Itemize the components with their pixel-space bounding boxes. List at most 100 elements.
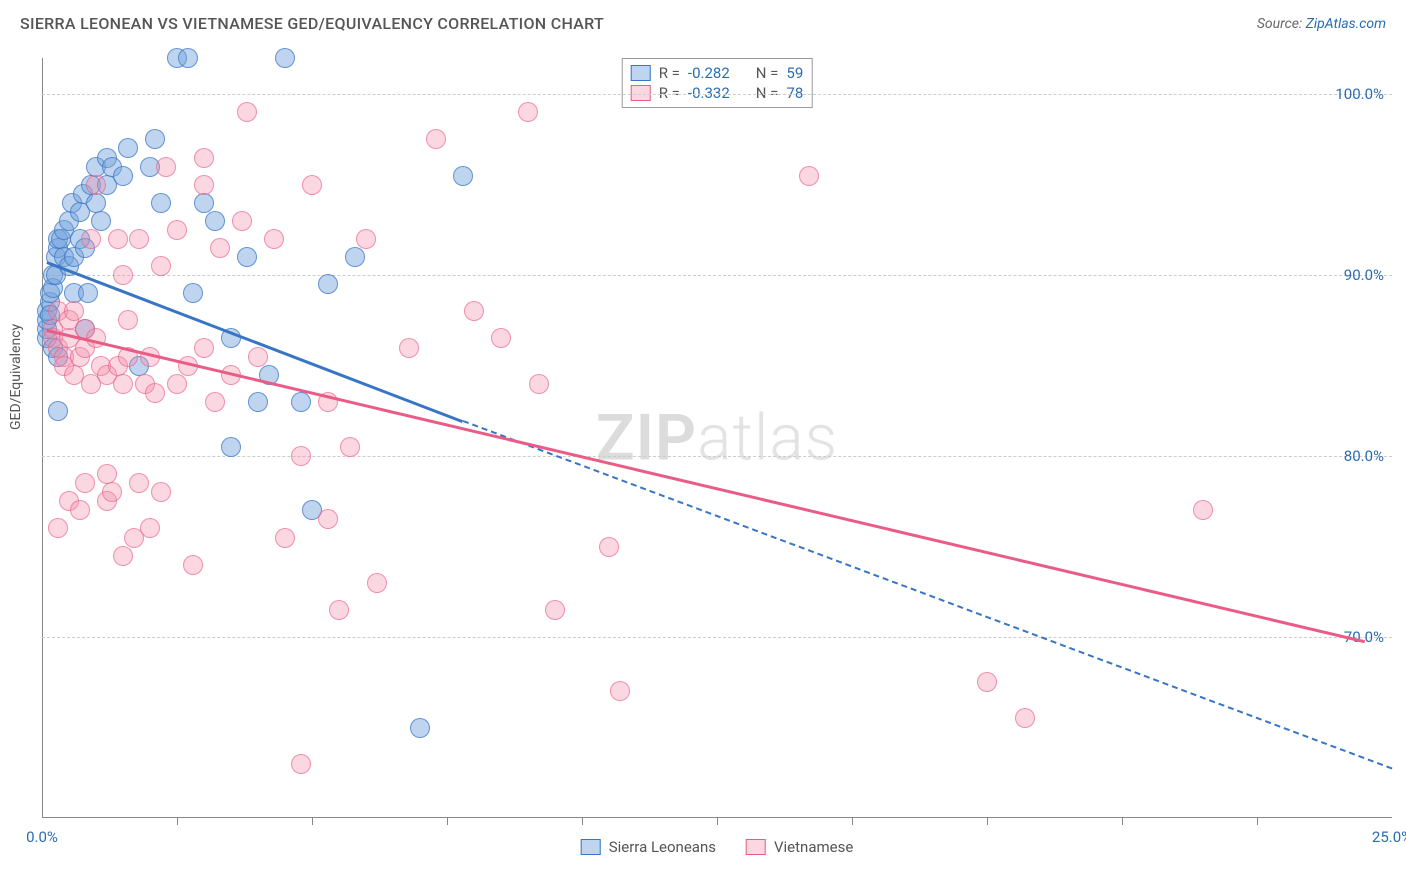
x-tick-mark xyxy=(582,818,583,825)
scatter-point xyxy=(232,211,252,231)
source-prefix: Source: xyxy=(1257,16,1306,32)
gridline-h xyxy=(42,456,1392,457)
scatter-point xyxy=(356,229,376,249)
scatter-point xyxy=(529,374,549,394)
scatter-point xyxy=(329,600,349,620)
source-label: Source: ZipAtlas.com xyxy=(1257,16,1386,32)
scatter-point xyxy=(453,166,473,186)
scatter-point xyxy=(399,338,419,358)
scatter-point xyxy=(183,555,203,575)
scatter-point xyxy=(237,102,257,122)
x-tick-mark xyxy=(177,818,178,825)
y-axis-line xyxy=(42,58,43,818)
scatter-point xyxy=(518,102,538,122)
scatter-point xyxy=(113,374,133,394)
n-value: 59 xyxy=(786,64,803,82)
scatter-point xyxy=(977,672,997,692)
r-label: R = xyxy=(659,64,680,82)
scatter-point xyxy=(194,175,214,195)
series-legend: Sierra Leoneans Vietnamese xyxy=(581,838,854,856)
r-label: R = xyxy=(659,84,680,102)
scatter-point xyxy=(799,166,819,186)
stats-row: R = -0.332 N = 78 xyxy=(631,83,804,103)
chart-title: SIERRA LEONEAN VS VIETNAMESE GED/EQUIVAL… xyxy=(20,14,604,33)
scatter-point xyxy=(491,328,511,348)
x-tick-mark xyxy=(852,818,853,825)
source-link[interactable]: ZipAtlas.com xyxy=(1306,16,1386,32)
scatter-point xyxy=(275,48,295,68)
r-value: -0.282 xyxy=(688,64,730,82)
scatter-point xyxy=(318,274,338,294)
x-tick-mark xyxy=(312,818,313,825)
x-tick-label: 25.0% xyxy=(1372,828,1406,846)
watermark: ZIPatlas xyxy=(596,401,838,476)
scatter-point xyxy=(291,446,311,466)
scatter-point xyxy=(205,392,225,412)
scatter-point xyxy=(426,129,446,149)
scatter-point xyxy=(48,401,68,421)
scatter-point xyxy=(91,211,111,231)
scatter-point xyxy=(129,229,149,249)
gridline-h xyxy=(42,94,1392,95)
n-label: N = xyxy=(756,64,779,82)
scatter-point xyxy=(108,229,128,249)
scatter-point xyxy=(48,518,68,538)
scatter-point xyxy=(248,392,268,412)
scatter-point xyxy=(291,754,311,774)
scatter-point xyxy=(340,437,360,457)
scatter-point xyxy=(410,718,430,738)
scatter-point xyxy=(302,175,322,195)
series-name: Sierra Leoneans xyxy=(609,838,716,856)
trend-line xyxy=(463,420,1392,769)
scatter-point xyxy=(367,573,387,593)
scatter-point xyxy=(145,129,165,149)
scatter-point xyxy=(291,392,311,412)
gridline-h xyxy=(42,275,1392,276)
swatch-icon xyxy=(581,839,601,855)
scatter-point xyxy=(113,265,133,285)
scatter-point xyxy=(221,437,241,457)
scatter-point xyxy=(78,283,98,303)
scatter-point xyxy=(86,175,106,195)
scatter-point xyxy=(210,238,230,258)
scatter-point xyxy=(318,509,338,529)
chart-area: ZIPatlas R =-0.282N =59R =-0.332N =78 70… xyxy=(42,58,1392,818)
r-value: -0.332 xyxy=(688,84,730,102)
scatter-point xyxy=(64,301,84,321)
scatter-point xyxy=(156,157,176,177)
scatter-point xyxy=(118,138,138,158)
scatter-point xyxy=(81,229,101,249)
x-tick-label: 0.0% xyxy=(26,828,58,846)
n-value: 78 xyxy=(786,84,803,102)
scatter-point xyxy=(194,193,214,213)
scatter-point xyxy=(205,211,225,231)
x-tick-mark xyxy=(987,818,988,825)
y-axis-label: GED/Equivalency xyxy=(8,324,24,430)
scatter-point xyxy=(248,347,268,367)
series-name: Vietnamese xyxy=(774,838,853,856)
scatter-point xyxy=(194,338,214,358)
scatter-point xyxy=(167,220,187,240)
scatter-point xyxy=(151,193,171,213)
swatch-icon xyxy=(746,839,766,855)
gridline-h xyxy=(42,637,1392,638)
scatter-point xyxy=(129,473,149,493)
legend-item: Sierra Leoneans xyxy=(581,838,716,856)
scatter-point xyxy=(178,48,198,68)
scatter-point xyxy=(275,528,295,548)
swatch-icon xyxy=(631,85,651,101)
scatter-point xyxy=(113,166,133,186)
scatter-point xyxy=(70,500,90,520)
y-tick-label: 80.0% xyxy=(1344,447,1384,465)
n-label: N = xyxy=(756,84,779,102)
scatter-point xyxy=(1015,708,1035,728)
legend-item: Vietnamese xyxy=(746,838,853,856)
scatter-point xyxy=(86,193,106,213)
scatter-point xyxy=(145,383,165,403)
scatter-point xyxy=(118,310,138,330)
scatter-point xyxy=(151,256,171,276)
y-tick-label: 90.0% xyxy=(1344,266,1384,284)
x-tick-mark xyxy=(1122,818,1123,825)
stats-row: R = -0.282 N = 59 xyxy=(631,63,804,83)
scatter-point xyxy=(194,148,214,168)
